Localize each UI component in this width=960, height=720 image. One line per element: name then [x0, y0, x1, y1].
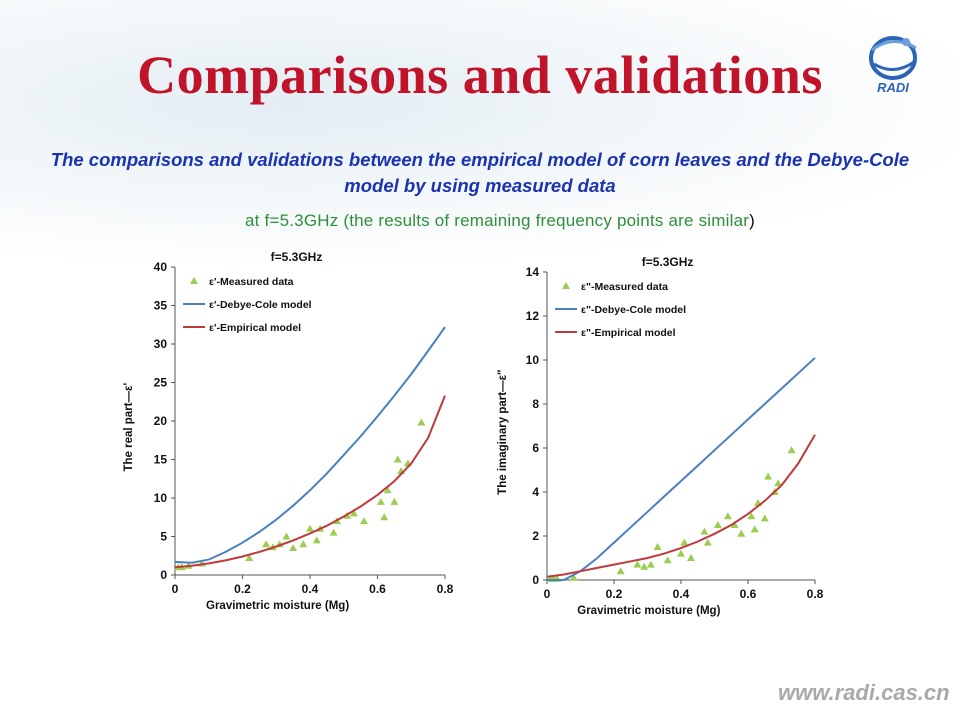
measured-point [633, 560, 642, 568]
y-tick-label: 10 [526, 353, 540, 367]
measured-point [390, 497, 399, 505]
measured-point [680, 538, 689, 546]
measured-point [360, 517, 368, 525]
x-tick-label: 0.8 [437, 582, 454, 596]
measured-point [380, 513, 389, 521]
measured-point [569, 573, 578, 581]
x-tick-label: 0.2 [234, 582, 251, 596]
measured-point [703, 538, 712, 546]
measured-point [646, 560, 655, 568]
x-tick-label: 0.8 [807, 587, 824, 601]
measured-point [700, 527, 709, 535]
y-tick-label: 6 [532, 441, 539, 455]
measured-point [289, 544, 298, 552]
slide-note-paren: ) [749, 211, 755, 230]
measured-point [730, 521, 739, 528]
measured-point [616, 567, 625, 575]
x-tick-label: 0 [172, 582, 179, 596]
x-tick-label: 0.6 [369, 582, 386, 596]
x-tick-label: 0.2 [606, 587, 623, 601]
background-world-map [0, 0, 960, 260]
radi-logo: RADI [869, 36, 917, 95]
measured-point [299, 540, 308, 548]
measured-point [663, 556, 672, 564]
y-tick-label: 30 [154, 337, 168, 351]
measured-point [245, 554, 254, 562]
x-axis-label: Gravimetric moisture (Mg) [206, 600, 349, 612]
chart-imaginary-part: f=5.3GHz 0 2 4 6 8 10 12 14 0 0.2 0.4 0.6 0.8 Gravimet… [497, 255, 824, 617]
measured-point [747, 512, 756, 520]
chart-real-part: f=5.3GHz 0 5 10 15 20 25 30 35 40 0 0.2 0.4 0.6 0.8 Gra… [123, 250, 454, 612]
measured-point [713, 521, 722, 528]
measured-point [677, 549, 685, 557]
measured-point [376, 497, 385, 505]
y-axis-label: The imaginary part—ε" [497, 370, 509, 495]
measured-point [306, 524, 314, 532]
legend-label: ε"-Debye-Cole model [581, 304, 686, 316]
x-axis-label: Gravimetric moisture (Mg) [577, 605, 720, 617]
measured-point [687, 554, 696, 561]
x-tick-label: 0.4 [673, 587, 690, 601]
measured-point [723, 512, 732, 520]
y-tick-label: 12 [526, 309, 540, 323]
y-tick-label: 40 [154, 260, 168, 274]
debye-cole-line [174, 326, 446, 564]
measured-point [774, 479, 783, 487]
y-axis-label: The real part—ε' [123, 383, 135, 472]
measured-point [349, 509, 358, 517]
measured-point [764, 472, 773, 480]
measured-point [737, 529, 746, 537]
y-tick-label: 25 [154, 376, 168, 390]
legend-marker-swatch [562, 282, 570, 289]
legend-label: ε'-Measured data [209, 276, 294, 288]
chart-title: f=5.3GHz [642, 255, 694, 269]
y-tick-label: 14 [526, 265, 540, 279]
slide-note: at f=5.3GHz (the results of remaining fr… [0, 211, 960, 231]
measured-point [760, 514, 769, 522]
measured-point [383, 486, 392, 494]
empirical-line [546, 434, 816, 578]
y-tick-label: 5 [160, 530, 167, 544]
measured-point [282, 532, 291, 540]
chart-title: f=5.3GHz [271, 250, 323, 264]
y-tick-label: 10 [154, 491, 168, 505]
y-tick-label: 15 [154, 453, 168, 467]
measured-point [640, 562, 649, 570]
measured-point [787, 446, 796, 454]
y-tick-label: 2 [532, 529, 539, 543]
legend-label: ε"-Empirical model [581, 327, 676, 339]
footer-url: www.radi.cas.cn [778, 680, 950, 705]
measured-point [262, 540, 271, 548]
slide-subtitle: The comparisons and validations between … [50, 149, 910, 196]
legend-label: ε'-Empirical model [209, 322, 301, 334]
y-tick-label: 0 [160, 568, 167, 582]
x-tick-label: 0.4 [302, 582, 319, 596]
logo-text: RADI [877, 80, 909, 95]
measured-point [417, 418, 426, 426]
debye-cole-line [547, 357, 816, 581]
measured-point [312, 536, 321, 544]
measured-point [653, 543, 662, 550]
y-tick-label: 0 [532, 573, 539, 587]
legend-label: ε"-Measured data [581, 281, 668, 293]
empirical-line [174, 395, 446, 569]
measured-point [329, 528, 338, 536]
y-tick-label: 35 [154, 299, 168, 313]
x-tick-label: 0.6 [740, 587, 757, 601]
y-tick-label: 8 [532, 397, 539, 411]
slide-note-main: at f=5.3GHz (the results of remaining fr… [245, 211, 750, 230]
slide-title: Comparisons and validations [137, 45, 823, 105]
x-tick-label: 0 [544, 587, 551, 601]
measured-point [393, 455, 402, 463]
legend-marker-swatch [190, 277, 198, 284]
y-tick-label: 4 [532, 485, 539, 499]
y-tick-label: 20 [154, 414, 168, 428]
measured-point [750, 525, 759, 533]
legend-label: ε'-Debye-Cole model [209, 299, 312, 311]
